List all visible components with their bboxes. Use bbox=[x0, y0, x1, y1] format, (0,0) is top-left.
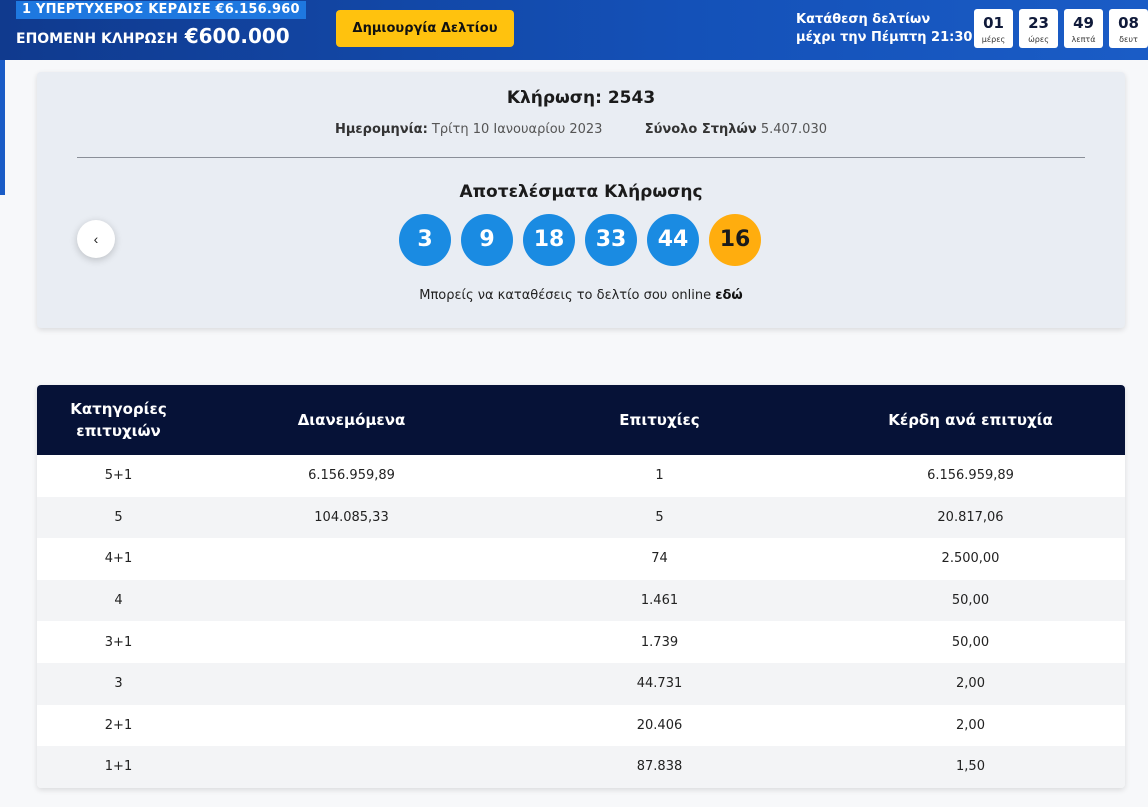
deadline-line-2: μέχρι την Πέμπτη 21:30 bbox=[796, 30, 973, 45]
table-row: 3+1 1.739 50,00 bbox=[37, 621, 1125, 663]
countdown-days-value: 01 bbox=[983, 14, 1004, 32]
countdown-hours: 23 ώρες bbox=[1019, 9, 1058, 48]
winning-numbers: 3 9 18 33 44 16 bbox=[399, 214, 761, 266]
cell-distributed: 104.085,33 bbox=[314, 509, 389, 525]
cell-category: 2+1 bbox=[104, 717, 133, 733]
header-distributed: Διανεμόμενα bbox=[297, 411, 406, 429]
draw-columns-label: Σύνολο Στηλών bbox=[644, 122, 757, 137]
joker-ball: 16 bbox=[709, 214, 761, 266]
cell-distributed bbox=[200, 705, 503, 747]
countdown-days: 01 μέρες bbox=[974, 9, 1013, 48]
cell-distributed bbox=[200, 621, 503, 663]
number-ball: 9 bbox=[461, 214, 513, 266]
cell-category: 3 bbox=[114, 676, 123, 692]
table-row: 2+1 20.406 2,00 bbox=[37, 704, 1125, 747]
cell-winners: 1.739 bbox=[640, 634, 679, 650]
cell-winners: 1 bbox=[655, 468, 664, 484]
cell-category: 5 bbox=[114, 509, 123, 525]
draw-meta: Ημερομηνία: Τρίτη 10 Ιανουαρίου 2023 Σύν… bbox=[37, 122, 1125, 137]
table-row: 1+1 87.838 1,50 bbox=[37, 746, 1125, 788]
countdown-timer: 01 μέρες 23 ώρες 49 λεπτά 08 δευτ bbox=[974, 9, 1148, 48]
cell-category: 4+1 bbox=[104, 551, 133, 567]
header-winners: Επιτυχίες bbox=[619, 411, 700, 429]
table-row: 5 104.085,33 5 20.817,06 bbox=[37, 496, 1125, 539]
cell-prize: 6.156.959,89 bbox=[927, 468, 1014, 484]
table-row: 4 1.461 50,00 bbox=[37, 579, 1125, 622]
chevron-left-icon: ‹ bbox=[93, 231, 99, 247]
countdown-days-unit: μέρες bbox=[981, 35, 1006, 44]
online-submit-text: Μπορείς να καταθέσεις το δελτίο σου onli… bbox=[419, 288, 712, 303]
cell-prize: 2,00 bbox=[956, 717, 985, 733]
results-title: Αποτελέσματα Κλήρωσης bbox=[459, 182, 703, 202]
create-ticket-button[interactable]: Δημιουργία Δελτίου bbox=[336, 10, 514, 47]
prize-table: Κατηγορίες επιτυχιών Διανεμόμενα Επιτυχί… bbox=[37, 385, 1125, 788]
table-row: 3 44.731 2,00 bbox=[37, 662, 1125, 705]
cell-winners: 74 bbox=[651, 551, 668, 567]
divider bbox=[77, 157, 1085, 158]
cell-distributed bbox=[200, 663, 503, 705]
header-categories: Κατηγορίες επιτυχιών bbox=[70, 400, 167, 440]
draw-columns-value: 5.407.030 bbox=[760, 122, 827, 137]
countdown-seconds: 08 δευτ bbox=[1109, 9, 1148, 48]
previous-draw-button[interactable]: ‹ bbox=[77, 220, 115, 258]
cell-winners: 1.461 bbox=[640, 593, 679, 609]
countdown-hours-value: 23 bbox=[1028, 14, 1049, 32]
number-ball: 3 bbox=[399, 214, 451, 266]
cell-prize: 50,00 bbox=[951, 593, 990, 609]
draw-title: Κλήρωση: 2543 bbox=[506, 88, 656, 108]
countdown-minutes: 49 λεπτά bbox=[1064, 9, 1103, 48]
cell-prize: 50,00 bbox=[951, 634, 990, 650]
cell-distributed bbox=[200, 746, 503, 788]
next-draw-amount: €600.000 bbox=[184, 24, 290, 48]
countdown-seconds-unit: δευτ bbox=[1119, 35, 1138, 44]
cell-winners: 5 bbox=[655, 509, 664, 525]
number-ball: 33 bbox=[585, 214, 637, 266]
cell-distributed bbox=[200, 538, 503, 580]
table-header-row: Κατηγορίες επιτυχιών Διανεμόμενα Επιτυχί… bbox=[37, 385, 1125, 455]
next-draw-jackpot: ΕΠΟΜΕΝΗ ΚΛΗΡΩΣΗ €600.000 bbox=[16, 24, 290, 48]
draw-date-label: Ημερομηνία: bbox=[334, 122, 428, 137]
table-row: 4+1 74 2.500,00 bbox=[37, 538, 1125, 580]
cell-category: 1+1 bbox=[104, 759, 133, 775]
cell-category: 3+1 bbox=[104, 634, 133, 650]
next-draw-label: ΕΠΟΜΕΝΗ ΚΛΗΡΩΣΗ bbox=[16, 31, 178, 47]
number-ball: 44 bbox=[647, 214, 699, 266]
countdown-hours-unit: ώρες bbox=[1028, 35, 1049, 44]
cell-winners: 44.731 bbox=[636, 676, 683, 692]
cell-category: 4 bbox=[114, 593, 123, 609]
top-banner: 1 ΥΠΕΡΤΥΧΕΡΟΣ ΚΕΡΔΙΣΕ €6.156.960 ΕΠΟΜΕΝΗ… bbox=[0, 0, 1148, 60]
cell-winners: 20.406 bbox=[636, 717, 683, 733]
cell-category: 5+1 bbox=[104, 468, 133, 484]
ticket-deadline: Κατάθεση δελτίων μέχρι την Πέμπτη 21:30 bbox=[796, 11, 972, 47]
countdown-seconds-value: 08 bbox=[1118, 14, 1139, 32]
header-prize-per-winner: Κέρδη ανά επιτυχία bbox=[888, 411, 1053, 429]
draw-date-value: Τρίτη 10 Ιανουαρίου 2023 bbox=[431, 122, 603, 137]
cell-prize: 2,00 bbox=[956, 676, 985, 692]
countdown-minutes-value: 49 bbox=[1073, 14, 1094, 32]
online-submit-note: Μπορείς να καταθέσεις το δελτίο σου onli… bbox=[37, 288, 1125, 303]
number-ball: 18 bbox=[523, 214, 575, 266]
cell-prize: 2.500,00 bbox=[941, 551, 1000, 567]
left-accent-strip bbox=[0, 60, 5, 195]
cell-winners: 87.838 bbox=[636, 759, 683, 775]
cell-distributed: 6.156.959,89 bbox=[308, 468, 395, 484]
cell-distributed bbox=[200, 580, 503, 622]
deadline-line-1: Κατάθεση δελτίων bbox=[796, 12, 931, 27]
winner-announcement: 1 ΥΠΕΡΤΥΧΕΡΟΣ ΚΕΡΔΙΣΕ €6.156.960 bbox=[16, 1, 306, 19]
cell-prize: 1,50 bbox=[956, 759, 985, 775]
countdown-minutes-unit: λεπτά bbox=[1071, 35, 1096, 44]
online-submit-link[interactable]: εδώ bbox=[715, 288, 743, 303]
table-row: 5+1 6.156.959,89 1 6.156.959,89 bbox=[37, 455, 1125, 497]
draw-results-card: Κλήρωση: 2543 Ημερομηνία: Τρίτη 10 Ιανου… bbox=[37, 72, 1125, 328]
cell-prize: 20.817,06 bbox=[937, 509, 1004, 525]
